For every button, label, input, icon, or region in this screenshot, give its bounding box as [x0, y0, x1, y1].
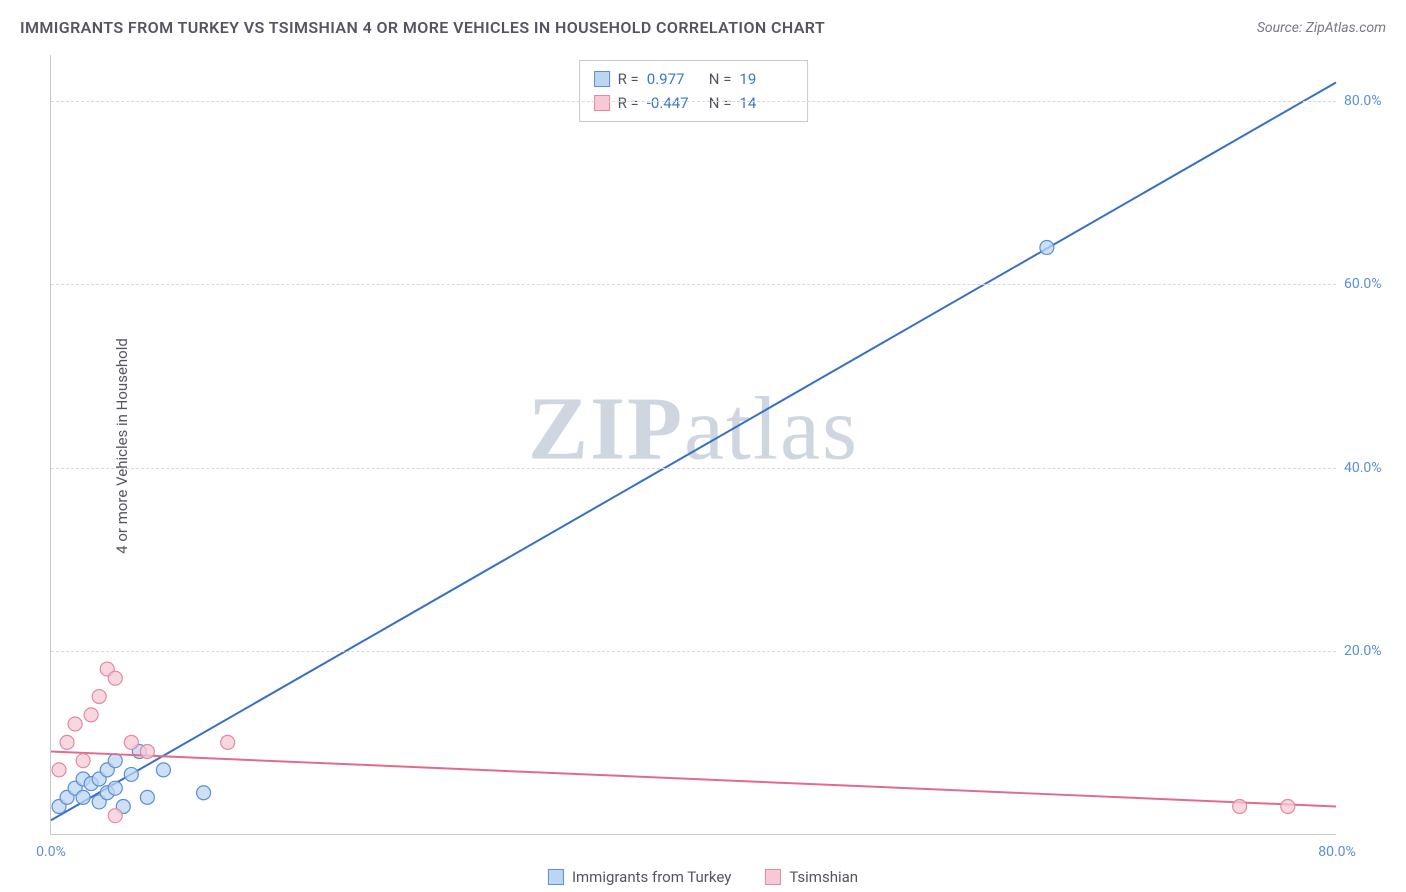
stat-n-label: N = [709, 67, 732, 91]
gridline [51, 284, 1336, 285]
gridline [51, 101, 1336, 102]
legend-item: Immigrants from Turkey [548, 868, 731, 886]
plot-area: ZIPatlas R =0.977N =19R =-0.447N =14 20.… [50, 55, 1336, 835]
y-tick-label: 60.0% [1344, 276, 1396, 292]
y-tick-label: 20.0% [1344, 643, 1396, 659]
chart-svg [51, 55, 1336, 834]
stat-n-value: 14 [739, 91, 793, 115]
series-swatch-icon [594, 71, 610, 87]
regression-line [51, 752, 1336, 807]
data-point [1281, 800, 1295, 814]
source-attribution: Source: ZipAtlas.com [1257, 20, 1386, 36]
data-point [124, 735, 138, 749]
data-point [1233, 800, 1247, 814]
data-point [108, 754, 122, 768]
legend-label: Tsimshian [789, 868, 858, 886]
legend-label: Immigrants from Turkey [572, 868, 731, 886]
data-point [124, 767, 138, 781]
legend-swatch-icon [548, 869, 564, 885]
gridline [51, 651, 1336, 652]
data-point [84, 708, 98, 722]
data-point [52, 763, 66, 777]
legend-swatch-icon [765, 869, 781, 885]
legend-item: Tsimshian [765, 868, 858, 886]
stat-r-value: 0.977 [647, 67, 701, 91]
data-point [197, 786, 211, 800]
data-point [108, 809, 122, 823]
y-tick-label: 40.0% [1344, 460, 1396, 476]
stat-r-label: R = [618, 91, 639, 115]
legend: Immigrants from Turkey Tsimshian [548, 868, 858, 886]
data-point [68, 717, 82, 731]
data-point [76, 754, 90, 768]
data-point [76, 790, 90, 804]
data-point [92, 690, 106, 704]
data-point [156, 763, 170, 777]
stat-n-label: N = [709, 91, 732, 115]
data-point [60, 735, 74, 749]
chart-title: IMMIGRANTS FROM TURKEY VS TSIMSHIAN 4 OR… [20, 18, 825, 37]
x-tick-label: 80.0% [1318, 844, 1356, 860]
stats-box: R = 0.977 N = 19 R = -0.447 N = 14 [579, 60, 809, 122]
y-tick-label: 80.0% [1344, 93, 1396, 109]
data-point [221, 735, 235, 749]
stats-row: R = 0.977 N = 19 [594, 67, 794, 91]
data-point [140, 745, 154, 759]
data-point [108, 781, 122, 795]
stats-row: R = -0.447 N = 14 [594, 91, 794, 115]
x-tick-label: 0.0% [36, 844, 66, 860]
stat-n-value: 19 [739, 67, 793, 91]
regression-line [51, 82, 1336, 820]
data-point [108, 671, 122, 685]
gridline [51, 468, 1336, 469]
stat-r-value: -0.447 [647, 91, 701, 115]
series-swatch-icon [594, 95, 610, 111]
chart-header: IMMIGRANTS FROM TURKEY VS TSIMSHIAN 4 OR… [20, 18, 1386, 37]
stat-r-label: R = [618, 67, 639, 91]
data-point [1040, 240, 1054, 254]
data-point [140, 790, 154, 804]
